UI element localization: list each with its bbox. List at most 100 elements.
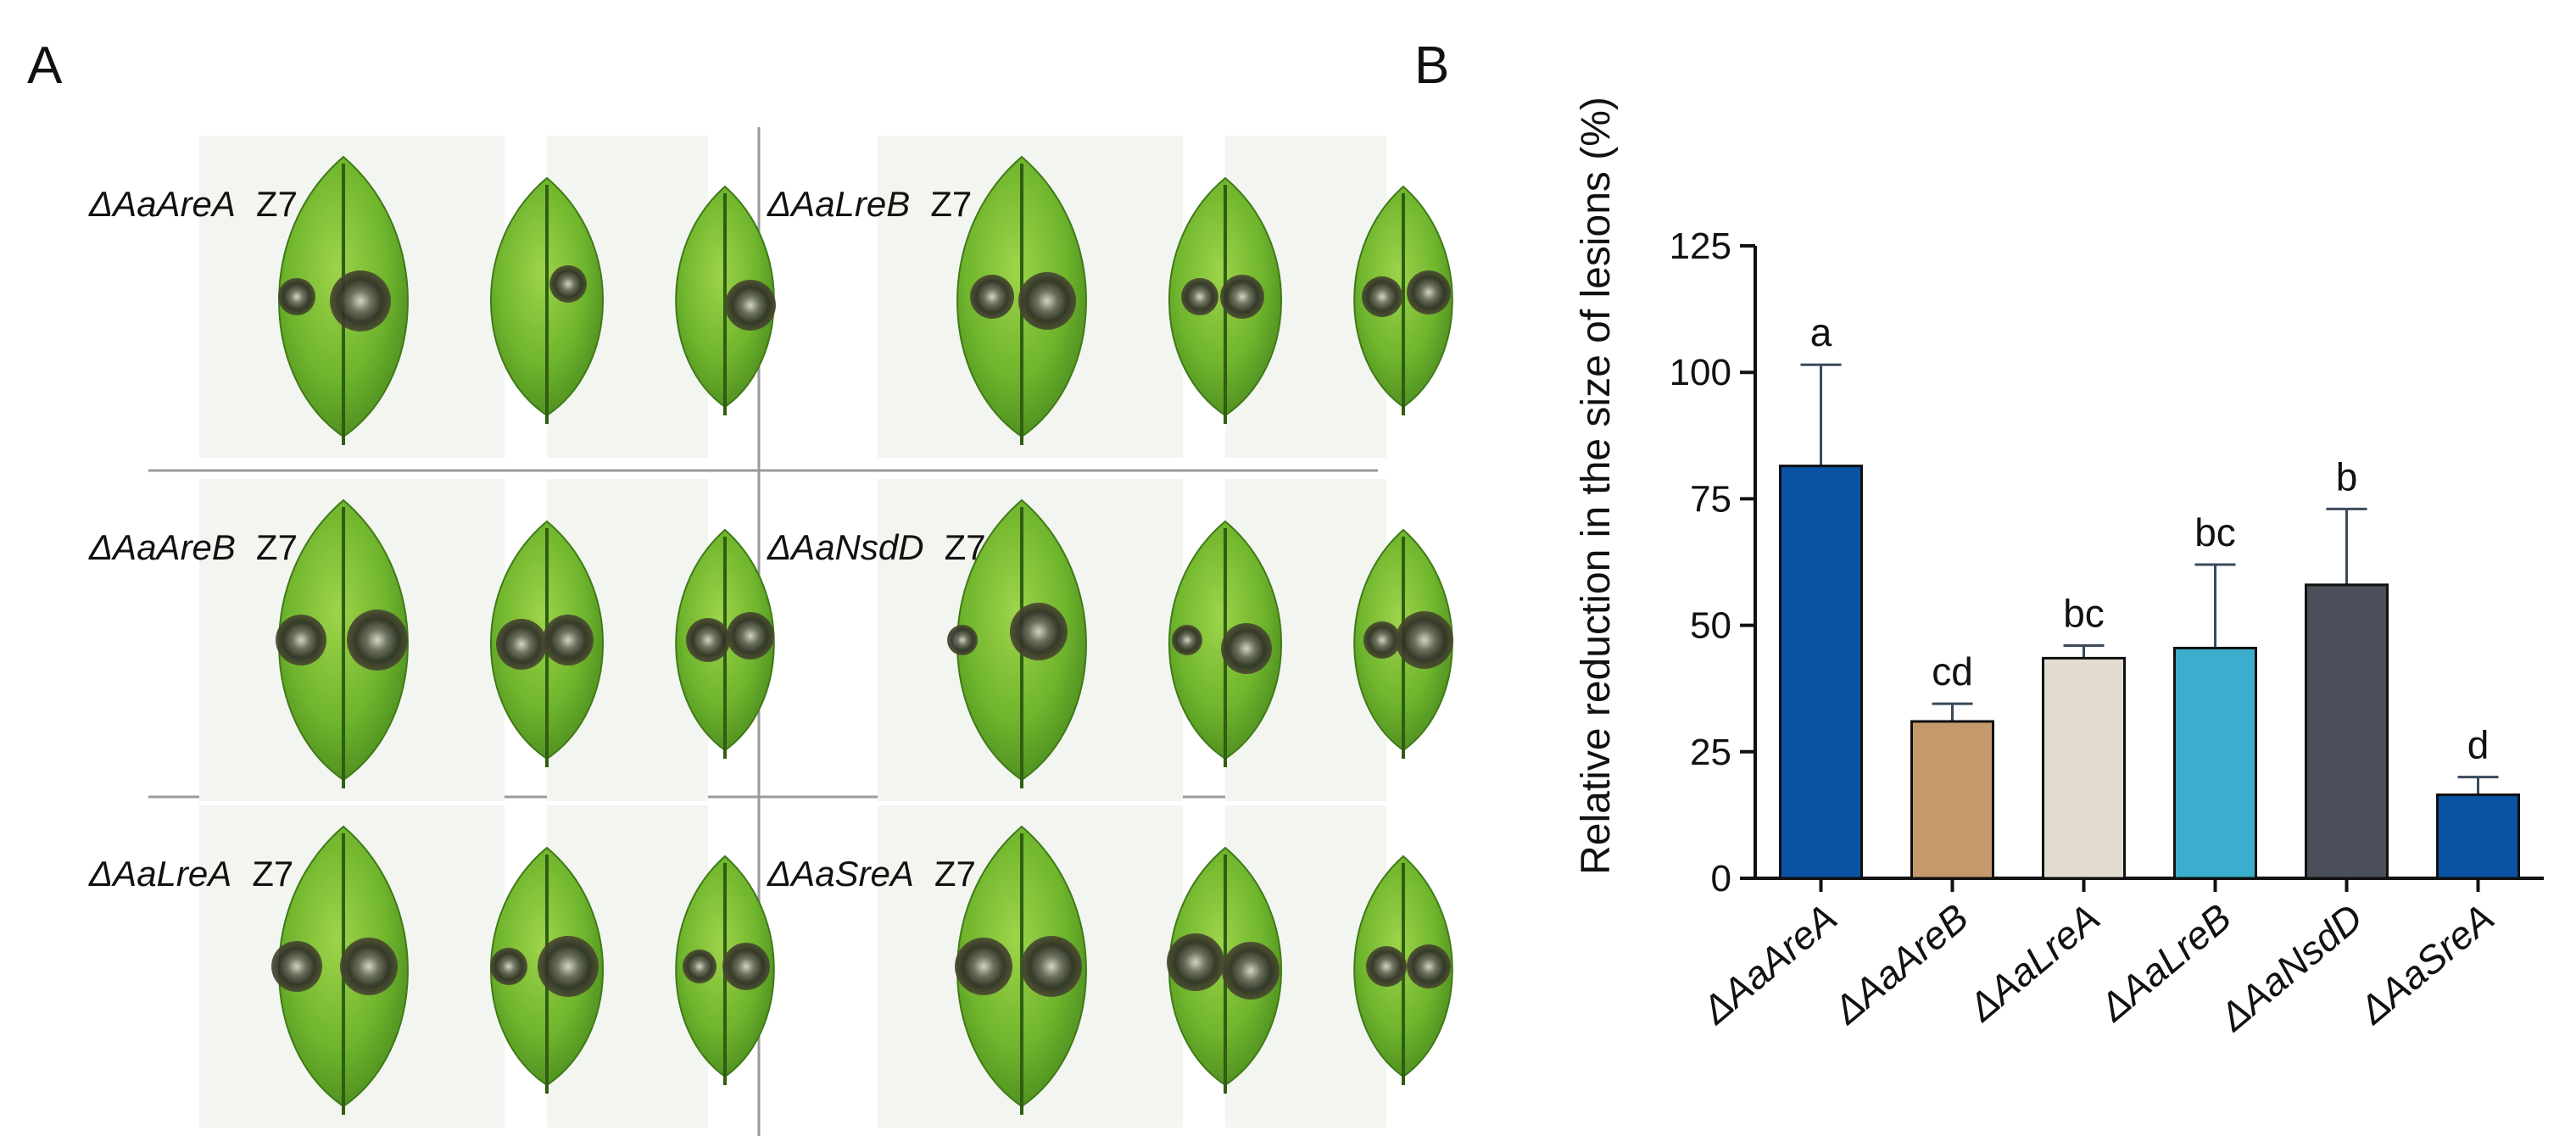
leaf [276, 498, 409, 788]
lesion [722, 943, 770, 990]
x-tick-label: ΔAaNsdD [2211, 895, 2371, 1039]
leaf [490, 176, 604, 424]
leaf-photo-cell: ΔAaLreA Z7 [88, 805, 775, 1128]
significance-label: bc [2063, 591, 2105, 635]
lesion [725, 280, 776, 331]
lesion [538, 936, 599, 997]
leaf [490, 846, 604, 1094]
lesion [276, 615, 326, 665]
leaf [1353, 185, 1453, 415]
lesion [1407, 270, 1451, 315]
lesion [1222, 942, 1280, 999]
x-tick-label: ΔAaSreA [2350, 895, 2502, 1033]
mutant-name: ΔAaAreA [88, 184, 236, 224]
leaf [490, 520, 604, 767]
lesion [496, 619, 547, 670]
control-name: Z7 [256, 184, 298, 224]
mutant-name: ΔAaNsdD [767, 527, 924, 567]
y-tick-label: 0 [1711, 858, 1731, 899]
y-tick-label: 125 [1670, 226, 1731, 267]
lesion [1362, 276, 1402, 317]
lesion [1018, 272, 1076, 330]
control-name: Z7 [252, 854, 293, 894]
mutant-label: ΔAaLreB Z7 [767, 184, 972, 224]
lesion [1407, 944, 1451, 988]
bar [1910, 720, 1994, 880]
lesion [683, 949, 716, 983]
leaf-photo-cell: ΔAaNsdD Z7 [767, 479, 1453, 801]
bar [2436, 793, 2520, 880]
leaf [1167, 846, 1282, 1094]
bar [2042, 656, 2126, 880]
lesion [1167, 933, 1224, 991]
control-name: Z7 [256, 527, 298, 567]
leaf-photo-cell: ΔAaAreA Z7 [88, 136, 776, 458]
x-tick-label: ΔAaLreA [1960, 895, 2108, 1030]
lesion [1172, 625, 1202, 655]
lesion [347, 610, 408, 671]
leaf [1168, 520, 1282, 767]
significance-label: bc [2194, 510, 2236, 554]
lesion [1363, 621, 1401, 659]
control-name: Z7 [934, 854, 976, 894]
lesion [549, 265, 587, 303]
lesion [1021, 936, 1082, 997]
leaf [675, 855, 775, 1085]
y-axis-label: Relative reduction in the size of lesion… [1574, 97, 1619, 875]
lesion [1181, 278, 1218, 315]
y-tick-label: 50 [1690, 605, 1731, 647]
significance-label: b [2336, 454, 2358, 498]
mutant-label: ΔAaNsdD Z7 [767, 527, 986, 567]
mutant-label: ΔAaSreA Z7 [767, 854, 976, 894]
mutant-label: ΔAaAreB Z7 [88, 527, 298, 567]
lesion [1396, 611, 1453, 669]
lesion [330, 270, 391, 331]
lesion [1221, 623, 1272, 674]
leaf [675, 185, 776, 415]
bar [1779, 465, 1863, 880]
leaf [947, 498, 1087, 788]
x-tick-label: ΔAaAreB [1825, 895, 1977, 1033]
mutant-label: ΔAaAreA Z7 [88, 184, 298, 224]
lesion [947, 625, 978, 655]
leaf [956, 155, 1087, 445]
mutant-name: ΔAaAreB [88, 527, 236, 567]
y-tick-label: 75 [1690, 478, 1731, 520]
bar [2305, 583, 2389, 880]
control-name: Z7 [945, 527, 986, 567]
mutant-label: ΔAaLreA Z7 [88, 854, 293, 894]
significance-label: cd [1932, 649, 1973, 693]
leaf [271, 825, 409, 1115]
bar [2173, 646, 2257, 880]
lesion [686, 618, 730, 662]
lesion [490, 948, 527, 985]
leaf [675, 528, 775, 759]
leaf-photo-cell: ΔAaLreB Z7 [767, 136, 1453, 458]
leaf-photo-cell: ΔAaSreA Z7 [767, 805, 1453, 1128]
control-name: Z7 [930, 184, 972, 224]
lesion [1010, 603, 1068, 660]
panel-b-letter: B [1414, 36, 1449, 95]
lesion [271, 941, 322, 992]
lesion [278, 278, 315, 315]
lesion [1366, 946, 1407, 987]
lesion [970, 275, 1014, 319]
significance-label: d [2467, 723, 2490, 767]
panel-a-letter: A [27, 36, 63, 95]
leaf-photo-cell: ΔAaAreB Z7 [88, 479, 775, 801]
leaf [1168, 176, 1282, 424]
lesion [955, 938, 1012, 995]
y-tick-label: 100 [1670, 352, 1731, 393]
mutant-name: ΔAaLreA [88, 854, 231, 894]
bar-chart: 0 25 50 75 100 125 Relative reduction in the s… [1574, 97, 2544, 1039]
leaf [1353, 528, 1453, 759]
leaf [278, 155, 409, 445]
leaf [955, 825, 1087, 1115]
mutant-name: ΔAaLreB [767, 184, 910, 224]
lesion [543, 615, 594, 665]
x-tick-label: ΔAaAreA [1693, 895, 1845, 1033]
leaf [1353, 855, 1453, 1085]
lesion [727, 612, 774, 660]
